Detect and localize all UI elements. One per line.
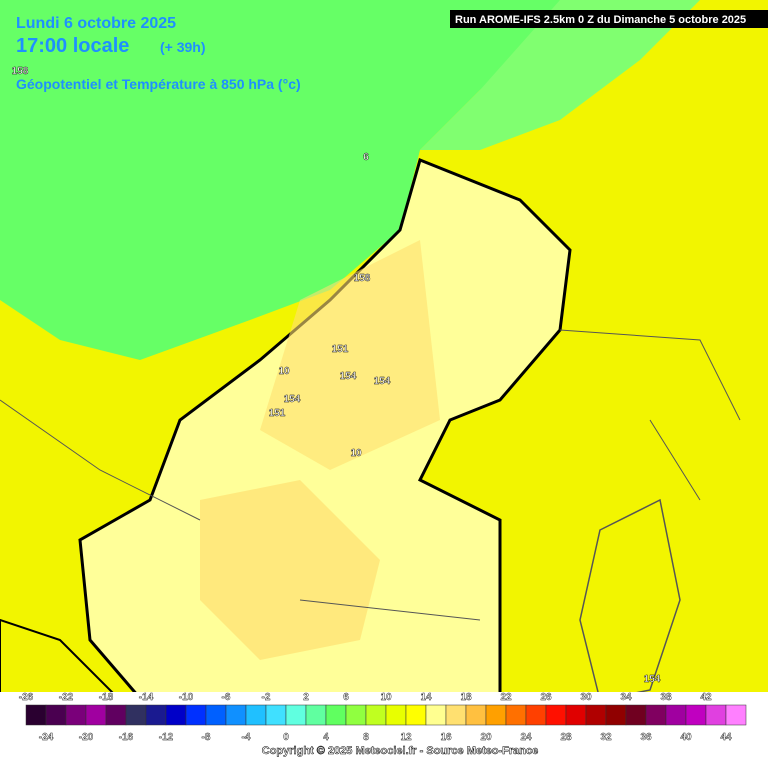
scale-label: -20: [79, 732, 94, 743]
scale-label: -22: [59, 692, 74, 703]
contour-label: 151: [332, 344, 349, 355]
scale-swatch: [405, 704, 427, 726]
scale-label: 36: [640, 732, 652, 743]
scale-label: 0: [283, 732, 289, 743]
scale-swatch: [465, 704, 487, 726]
scale-swatch: [565, 704, 587, 726]
scale-swatch: [705, 704, 727, 726]
scale-label: -26: [19, 692, 34, 703]
scale-swatch: [425, 704, 447, 726]
scale-label: 32: [600, 732, 612, 743]
scale-swatch: [65, 704, 87, 726]
scale-label: 24: [520, 732, 532, 743]
scale-swatch: [125, 704, 147, 726]
scale-swatch: [605, 704, 627, 726]
scale-swatch: [685, 704, 707, 726]
scale-label: 28: [560, 732, 572, 743]
scale-label: -16: [119, 732, 134, 743]
scale-label: 30: [580, 692, 592, 703]
scale-label: -8: [202, 732, 211, 743]
scale-swatch: [345, 704, 367, 726]
contour-label: 158: [12, 66, 29, 77]
time: 17:00 locale: [16, 35, 129, 57]
scale-label: -24: [39, 732, 54, 743]
run-box: [450, 10, 768, 28]
scale-swatch: [365, 704, 387, 726]
scale-swatch: [545, 704, 567, 726]
scale-swatch: [25, 704, 47, 726]
scale-label: 2: [303, 692, 309, 703]
run: Run AROME-IFS 2.5km 0 Z du Dimanche 5 oc…: [455, 14, 746, 26]
scale-swatch: [265, 704, 287, 726]
scale-label: 10: [380, 692, 392, 703]
contour-label: 10: [350, 448, 362, 459]
contour-label: 6: [363, 152, 369, 163]
scale-label: -18: [99, 692, 114, 703]
scale-swatch: [105, 704, 127, 726]
scale-swatch: [145, 704, 167, 726]
warm-patch: [200, 480, 380, 660]
scale-label: 18: [460, 692, 472, 703]
date: Lundi 6 octobre 2025: [16, 15, 176, 32]
scale-swatch: [165, 704, 187, 726]
scale-label: 12: [400, 732, 412, 743]
contour-label: 154: [340, 371, 357, 382]
scale-swatch: [585, 704, 607, 726]
scale-label: 42: [700, 692, 712, 703]
scale-label: -2: [262, 692, 271, 703]
scale-swatch: [285, 704, 307, 726]
contour-label: 154: [374, 376, 391, 387]
scale-label: -14: [139, 692, 154, 703]
contour-label: 154: [284, 394, 301, 405]
scale-swatch: [185, 704, 207, 726]
scale-swatch: [325, 704, 347, 726]
scale-label: 6: [343, 692, 349, 703]
lead: (+ 39h): [160, 39, 206, 55]
contour-label: 158: [354, 273, 371, 284]
contour-label: 10: [278, 366, 290, 377]
scale-label: 16: [440, 732, 452, 743]
scale-label: -4: [242, 732, 251, 743]
scale-label: 26: [540, 692, 552, 703]
scale-swatch: [85, 704, 107, 726]
scale-label: 40: [680, 732, 692, 743]
green-region: [420, 0, 700, 150]
scale-swatch: [625, 704, 647, 726]
scale-swatch: [45, 704, 67, 726]
island: [579, 498, 681, 701]
scale-background: [0, 692, 768, 768]
warm-patch: [260, 240, 440, 470]
green-region: [0, 0, 560, 360]
contour-label: 154: [644, 674, 661, 685]
scale-swatch: [725, 704, 747, 726]
contour-label: 151: [269, 408, 286, 419]
scale-swatch: [665, 704, 687, 726]
scale-label: 8: [363, 732, 369, 743]
scale-swatch: [485, 704, 507, 726]
copyright: Copyright © 2025 Meteociel.fr - Source M…: [262, 745, 538, 757]
scale-swatch: [245, 704, 267, 726]
scale-label: -6: [222, 692, 231, 703]
scale-label: 38: [660, 692, 672, 703]
scale-swatch: [225, 704, 247, 726]
scale-swatch: [525, 704, 547, 726]
scale-label: 22: [500, 692, 512, 703]
scale-swatch: [445, 704, 467, 726]
scale-label: 20: [480, 732, 492, 743]
scale-swatch: [385, 704, 407, 726]
scale-label: 14: [420, 692, 432, 703]
scale-swatch: [505, 704, 527, 726]
scale-swatch: [645, 704, 667, 726]
scale-swatch: [305, 704, 327, 726]
scale-label: 34: [620, 692, 632, 703]
scale-label: -10: [179, 692, 194, 703]
field: Géopotentiel et Température à 850 hPa (°…: [16, 76, 301, 92]
scale-label: -12: [159, 732, 174, 743]
scale-label: 4: [323, 732, 329, 743]
scale-label: 44: [720, 732, 732, 743]
scale-swatch: [205, 704, 227, 726]
border: [0, 329, 741, 621]
